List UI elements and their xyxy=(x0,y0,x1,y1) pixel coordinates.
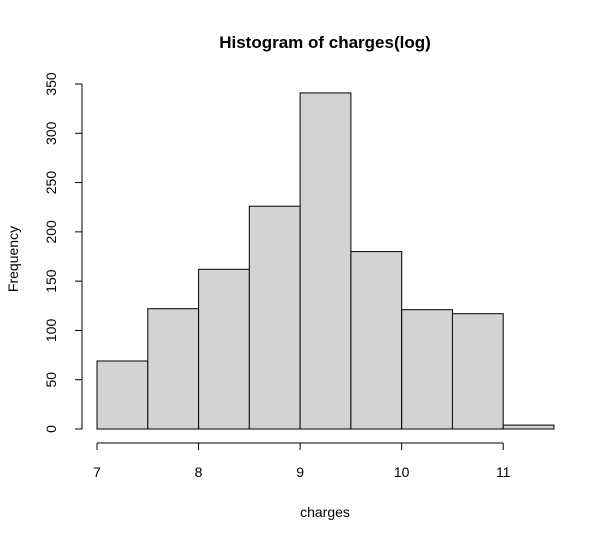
histogram-bar-5 xyxy=(350,251,403,430)
histogram-bar-0 xyxy=(96,360,149,430)
histogram-bar-4 xyxy=(299,92,352,430)
histogram-bar-3 xyxy=(248,205,301,430)
y-tick-label-7: 350 xyxy=(43,72,59,96)
x-tick-label-0: 7 xyxy=(93,464,101,480)
x-axis-label: charges xyxy=(300,504,350,520)
x-tick-label-2: 9 xyxy=(296,464,304,480)
y-tick-label-1: 50 xyxy=(43,372,59,388)
y-tick-label-5: 250 xyxy=(43,171,59,195)
x-tick-label-3: 10 xyxy=(394,464,410,480)
y-tick-label-6: 300 xyxy=(43,121,59,145)
x-axis: 7 8 9 10 11 xyxy=(93,442,511,480)
histogram-bar-7 xyxy=(451,313,504,430)
histogram-bar-6 xyxy=(401,309,454,430)
y-axis: 0 50 100 150 200 250 300 350 xyxy=(43,72,83,433)
histogram-bar-1 xyxy=(147,308,200,430)
y-tick-label-0: 0 xyxy=(43,425,59,433)
histogram-bar-8 xyxy=(502,424,555,430)
y-tick-label-2: 100 xyxy=(43,319,59,343)
chart-title: Histogram of charges(log) xyxy=(219,33,431,52)
bars-group xyxy=(96,92,555,430)
y-axis-label: Frequency xyxy=(5,226,21,292)
x-tick-label-1: 8 xyxy=(195,464,203,480)
x-tick-label-4: 11 xyxy=(496,464,511,480)
y-tick-label-4: 200 xyxy=(43,220,59,244)
y-tick-label-3: 150 xyxy=(43,269,59,293)
histogram-bar-2 xyxy=(198,268,250,430)
